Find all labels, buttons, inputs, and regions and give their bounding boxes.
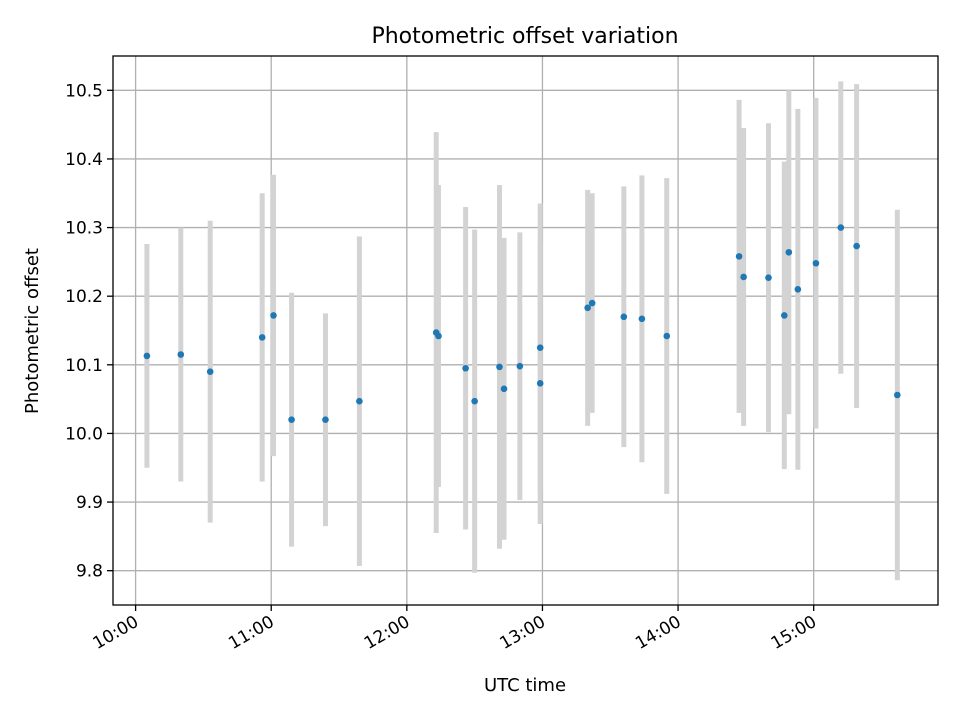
x-axis-label: UTC time xyxy=(484,675,566,696)
data-point xyxy=(496,363,503,371)
x-tick-label: 14:00 xyxy=(632,612,684,654)
x-tick-label: 11:00 xyxy=(225,612,277,654)
data-point xyxy=(288,416,295,424)
data-point xyxy=(794,286,802,293)
data-point xyxy=(837,224,845,231)
data-point xyxy=(620,313,628,321)
data-point xyxy=(206,368,214,375)
data-point xyxy=(663,332,671,340)
data-point xyxy=(270,312,277,319)
data-point xyxy=(322,416,329,424)
data-point xyxy=(638,315,646,323)
x-tick-label: 12:00 xyxy=(361,612,413,654)
data-point xyxy=(588,299,596,307)
y-axis-label: Photometric offset xyxy=(22,248,43,414)
y-tick-label: 10.2 xyxy=(65,287,103,307)
data-point xyxy=(740,273,747,281)
data-point xyxy=(143,352,151,360)
y-tick-label: 9.8 xyxy=(76,562,103,582)
data-point xyxy=(812,259,820,267)
data-point xyxy=(536,344,544,351)
x-tick-label: 15:00 xyxy=(768,612,820,654)
y-tick-label: 10.5 xyxy=(65,81,103,101)
data-point xyxy=(516,362,524,370)
data-point xyxy=(462,364,469,372)
error-bars xyxy=(144,81,900,581)
data-point xyxy=(356,397,363,405)
y-tick-label: 9.9 xyxy=(76,493,103,513)
data-point xyxy=(177,351,185,358)
data-point xyxy=(435,332,442,340)
data-point xyxy=(785,248,793,256)
data-point xyxy=(584,304,591,312)
y-tick-label: 10.4 xyxy=(65,150,103,170)
x-tick-label: 10:00 xyxy=(90,612,142,654)
data-point xyxy=(471,397,478,405)
data-point xyxy=(735,253,743,260)
y-tick-label: 10.1 xyxy=(65,356,103,376)
data-point xyxy=(894,391,901,399)
y-tick-label: 10.3 xyxy=(65,219,103,239)
data-point xyxy=(500,385,508,393)
data-point xyxy=(853,242,860,250)
x-tick-label: 13:00 xyxy=(497,612,549,654)
data-point xyxy=(765,274,772,281)
data-point xyxy=(781,312,788,319)
chart-title: Photometric offset variation xyxy=(371,24,678,49)
plot-frame xyxy=(112,55,939,606)
y-tick-label: 10.0 xyxy=(65,424,103,444)
data-point xyxy=(536,380,544,387)
data-point xyxy=(258,334,266,341)
data-points xyxy=(143,224,901,424)
